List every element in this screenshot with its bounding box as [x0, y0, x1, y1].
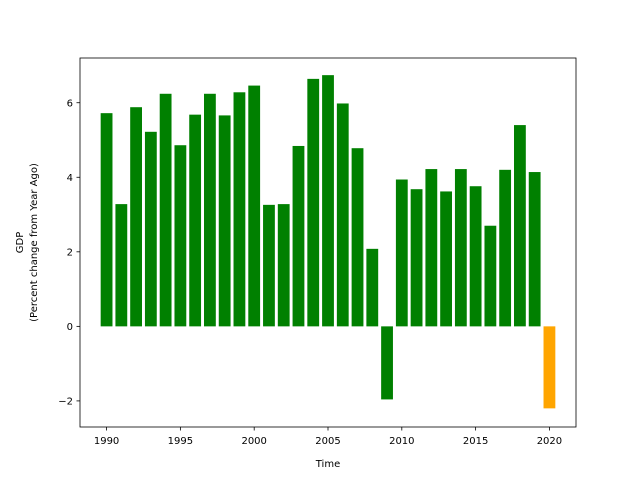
bar-1993 — [144, 131, 157, 327]
y-tick-label: 0 — [67, 322, 73, 333]
y-axis-ticks: −2 0 2 4 6 — [58, 98, 80, 408]
y-axis-label-line-1: GDP — [15, 232, 26, 253]
bar-1994 — [159, 93, 172, 327]
bar-2019 — [528, 172, 541, 327]
bar-2018 — [514, 125, 526, 327]
bar-series — [100, 75, 556, 409]
bar-2008 — [366, 248, 379, 327]
bar-1995 — [174, 145, 187, 327]
bar-2010 — [395, 179, 408, 327]
bar-1991 — [115, 204, 128, 327]
x-tick-label: 2020 — [537, 436, 562, 447]
bar-2011 — [410, 189, 423, 327]
y-tick-label: 4 — [67, 173, 73, 184]
bar-2000 — [248, 85, 261, 327]
bar-2004 — [307, 78, 320, 327]
x-tick-label: 1990 — [94, 436, 119, 447]
y-tick-label: 2 — [67, 247, 73, 258]
bar-2013 — [440, 191, 452, 327]
x-tick-label: 1995 — [168, 436, 193, 447]
bar-2016 — [484, 225, 497, 327]
bar-2003 — [292, 145, 305, 327]
bar-1997 — [204, 93, 216, 327]
y-tick-label: −2 — [58, 397, 73, 408]
y-tick-label: 6 — [67, 98, 73, 109]
bar-2009 — [381, 326, 393, 400]
bar-2017 — [499, 169, 512, 327]
bar-2012 — [425, 169, 438, 327]
x-axis-ticks: 1990 1995 2000 2005 2010 2015 2020 — [94, 427, 562, 447]
bar-2001 — [263, 204, 275, 327]
bar-1990 — [100, 113, 113, 327]
bar-2014 — [454, 169, 467, 327]
bar-2002 — [277, 204, 290, 327]
x-tick-label: 2005 — [315, 436, 340, 447]
bar-2006 — [336, 103, 349, 327]
x-tick-label: 2010 — [389, 436, 414, 447]
y-axis-label-line-2: (Percent change from Year Ago) — [29, 163, 40, 322]
x-tick-label: 2015 — [463, 436, 488, 447]
bar-1996 — [189, 114, 202, 327]
bar-1992 — [130, 107, 142, 327]
bar-1998 — [218, 115, 231, 327]
bar-1999 — [233, 92, 246, 327]
bar-2015 — [469, 186, 482, 327]
x-axis-label: Time — [315, 459, 340, 470]
bar-2007 — [351, 148, 364, 327]
bar-2020 — [543, 326, 556, 409]
bar-2005 — [322, 75, 334, 327]
x-tick-label: 2000 — [241, 436, 266, 447]
